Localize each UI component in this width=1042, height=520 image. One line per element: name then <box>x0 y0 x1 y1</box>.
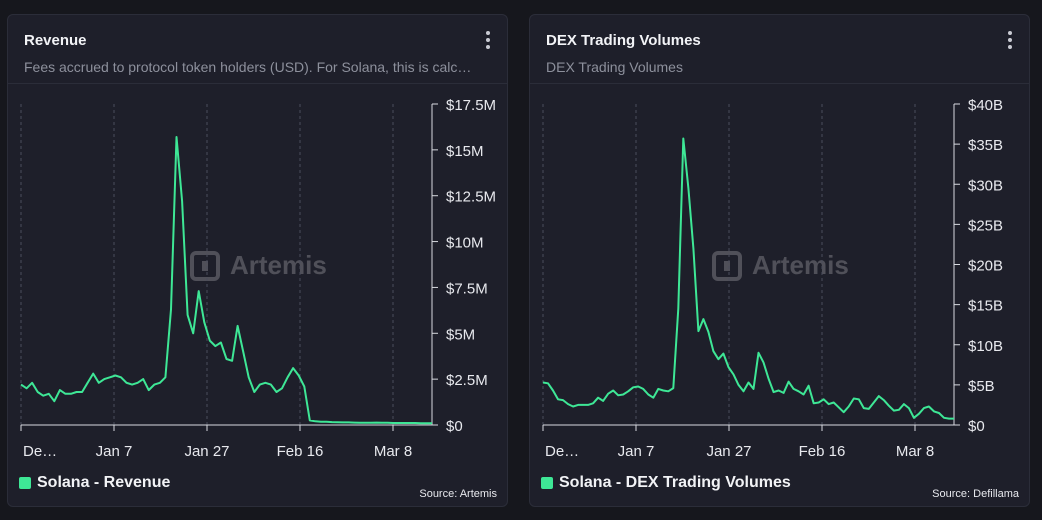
series-line <box>542 137 954 420</box>
legend-item-solana-revenue[interactable]: Solana - Revenue <box>19 474 170 492</box>
y-tick-label: $15M <box>446 143 484 160</box>
y-tick-label: $0 <box>968 418 985 435</box>
card-header: DEX Trading Volumes DEX Trading Volumes <box>530 15 1029 84</box>
y-tick-label: $20B <box>968 258 1003 275</box>
source-label: Source: Defillama <box>932 488 1019 500</box>
x-tick-label: Jan 7 <box>618 443 655 460</box>
y-tick-label: $5M <box>446 326 475 343</box>
more-options-icon[interactable] <box>1001 29 1019 51</box>
dex-volume-line-chart: $40B $35B $30B $25B $20B $15B $10B $5B $0 De… Jan … <box>542 97 1003 460</box>
x-tick-label: De… <box>545 443 579 460</box>
y-tick-label: $35B <box>968 137 1003 154</box>
x-tick-label: Jan 7 <box>96 443 133 460</box>
y-tick-label: $40B <box>968 97 1003 114</box>
revenue-chart-card: Revenue Fees accrued to protocol token h… <box>7 14 508 507</box>
series-line <box>20 136 432 425</box>
y-tick-label: $2.5M <box>446 372 488 389</box>
y-tick-label: $30B <box>968 177 1003 194</box>
y-tick-label: $5B <box>968 378 995 395</box>
x-tick-label: Mar 8 <box>896 443 934 460</box>
x-tick-label: Feb 16 <box>277 443 324 460</box>
legend-swatch <box>541 477 553 489</box>
y-tick-label: $12.5M <box>446 189 496 206</box>
x-tick-label: Mar 8 <box>374 443 412 460</box>
y-tick-label: $10M <box>446 235 484 252</box>
legend-item-solana-dex-volumes[interactable]: Solana - DEX Trading Volumes <box>541 474 791 492</box>
x-tick-label: Feb 16 <box>799 443 846 460</box>
revenue-line-chart: $17.5M $15M $12.5M $10M $7.5M $5M $2.5M $0 De… Ja… <box>20 97 496 460</box>
x-tick-label: De… <box>23 443 57 460</box>
y-tick-label: $25B <box>968 217 1003 234</box>
y-tick-label: $7.5M <box>446 280 488 297</box>
y-tick-label: $10B <box>968 338 1003 355</box>
more-options-icon[interactable] <box>479 29 497 51</box>
card-subtitle: Fees accrued to protocol token holders (… <box>24 59 472 75</box>
x-tick-label: Jan 27 <box>184 443 229 460</box>
dex-volume-chart-card: DEX Trading Volumes DEX Trading Volumes … <box>529 14 1030 507</box>
y-tick-label: $0 <box>446 418 463 435</box>
x-tick-label: Jan 27 <box>706 443 751 460</box>
legend-swatch <box>19 477 31 489</box>
card-title: DEX Trading Volumes <box>546 32 701 49</box>
card-title: Revenue <box>24 32 87 49</box>
legend-label: Solana - DEX Trading Volumes <box>559 474 791 491</box>
y-tick-label: $15B <box>968 298 1003 315</box>
source-label: Source: Artemis <box>419 488 497 500</box>
legend-label: Solana - Revenue <box>37 474 171 491</box>
card-subtitle: DEX Trading Volumes <box>546 59 683 75</box>
card-header: Revenue Fees accrued to protocol token h… <box>8 15 507 84</box>
y-tick-label: $17.5M <box>446 97 496 114</box>
